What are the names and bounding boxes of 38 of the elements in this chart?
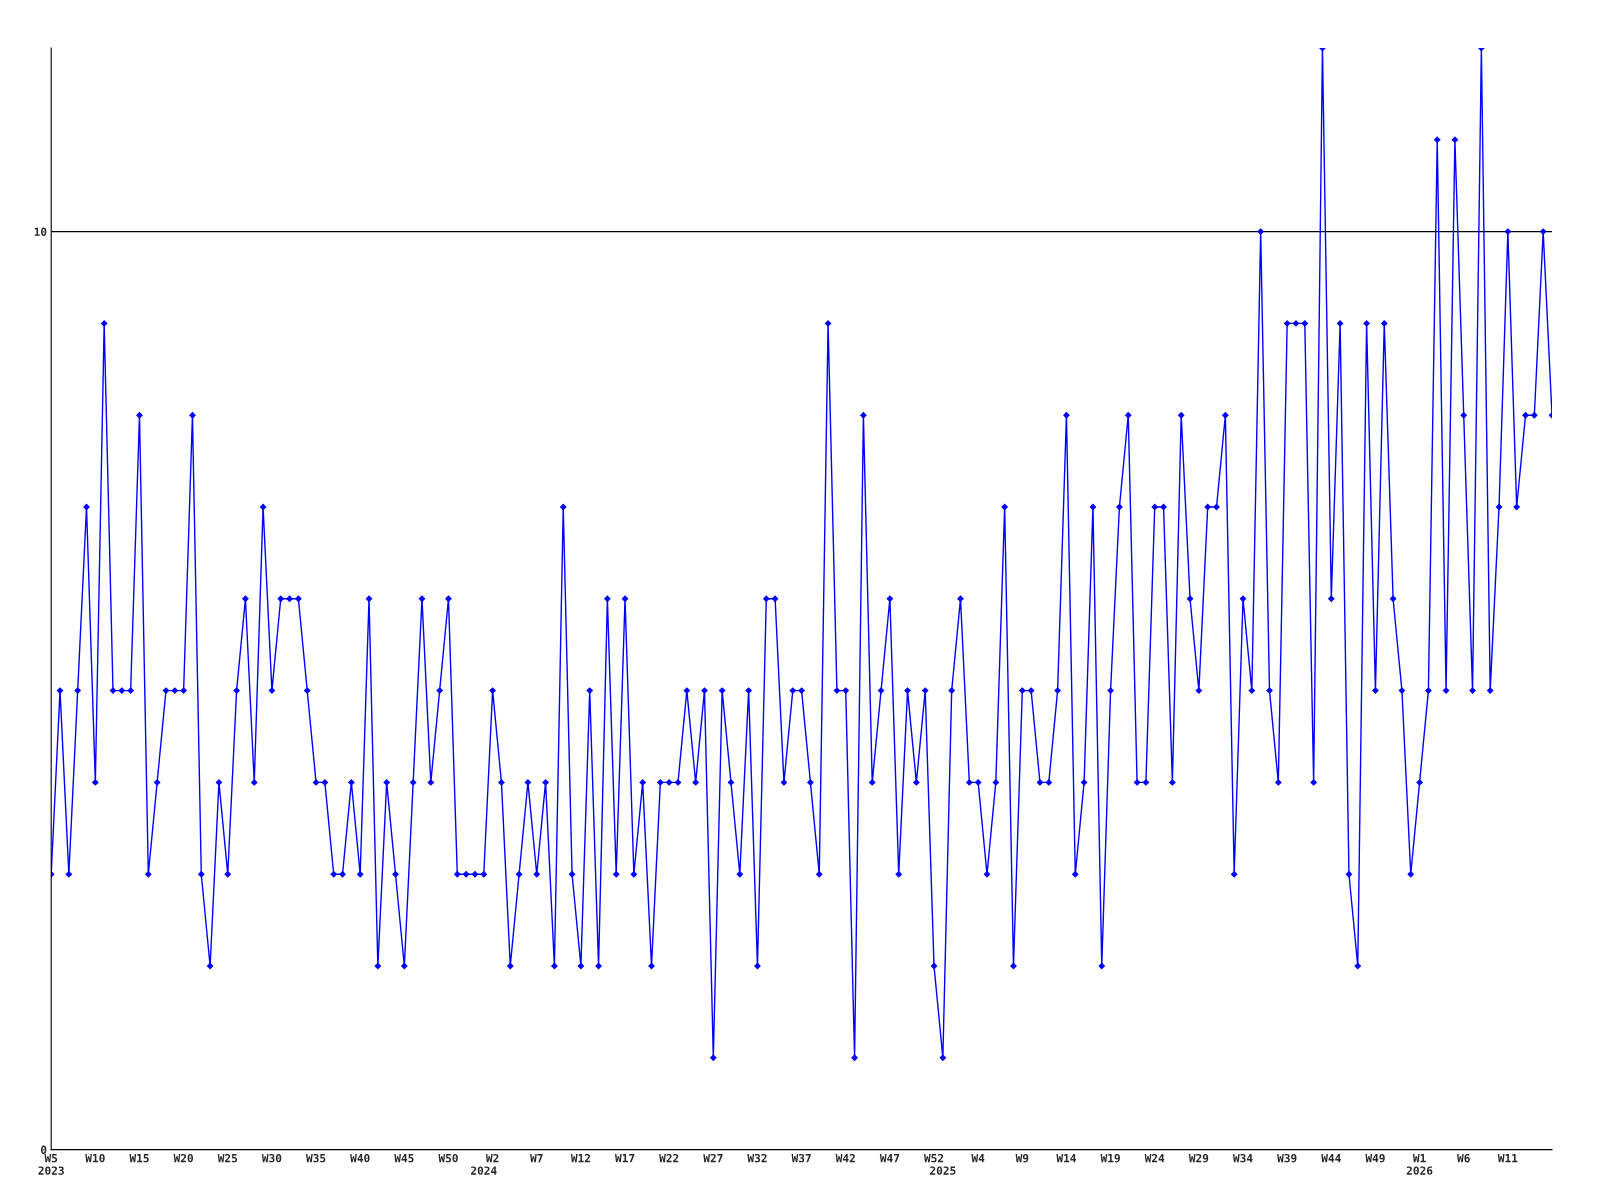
x-tick-label: W39 [1277, 1153, 1297, 1163]
x-tick-label: 2024 [471, 1166, 497, 1175]
x-tick-label: W6 [1457, 1153, 1470, 1163]
x-tick-label: W50 [438, 1153, 458, 1163]
x-tick-label: W4 [971, 1154, 985, 1163]
x-tick-label: W7 [530, 1154, 543, 1163]
x-tick-label: W14 [1056, 1154, 1076, 1163]
x-tick-label: W25 [217, 1153, 238, 1163]
x-tick-label: W10 [85, 1153, 105, 1163]
x-tick-label: W29 [1188, 1153, 1209, 1163]
x-tick-label: W47 [879, 1154, 900, 1163]
x-tick-label: W24 [1144, 1153, 1165, 1163]
x-tick-label: W15 [129, 1154, 149, 1163]
x-tick-label: W11 [1497, 1154, 1518, 1163]
x-tick-label: W42 [835, 1153, 855, 1163]
x-tick-label: 2025 [930, 1166, 956, 1175]
x-tick-label: W52 [923, 1153, 944, 1163]
x-tick-label: W5 2023 [38, 1154, 64, 1175]
x-tick-label: W37 [791, 1153, 811, 1163]
x-tick-label: W17 [615, 1154, 635, 1163]
y-tick-label: 0 [41, 1145, 47, 1154]
x-tick-label: W27 [703, 1153, 723, 1163]
x-tick-label: W19 [1100, 1154, 1120, 1163]
x-tick-label: W20 [173, 1153, 193, 1163]
x-tick-label: W45 [394, 1154, 414, 1163]
x-tick-label: W9 [1015, 1154, 1029, 1163]
x-tick-label: W34 [1232, 1153, 1253, 1163]
x-tick-label: W32 [747, 1153, 767, 1163]
x-tick-label: W44 [1321, 1154, 1341, 1163]
x-tick-label: W35 [306, 1153, 326, 1163]
y-tick-label: 10 [34, 227, 47, 236]
x-tick-label: W2 [485, 1153, 499, 1163]
x-tick-label: W22 [659, 1153, 679, 1163]
x-tick-label: W40 [350, 1153, 370, 1163]
x-tick-label: W30 [261, 1153, 282, 1163]
x-tick-label: W12 [570, 1153, 591, 1163]
x-tick-label: W1 2026 [1406, 1154, 1433, 1175]
x-tick-label: W49 [1365, 1154, 1385, 1163]
